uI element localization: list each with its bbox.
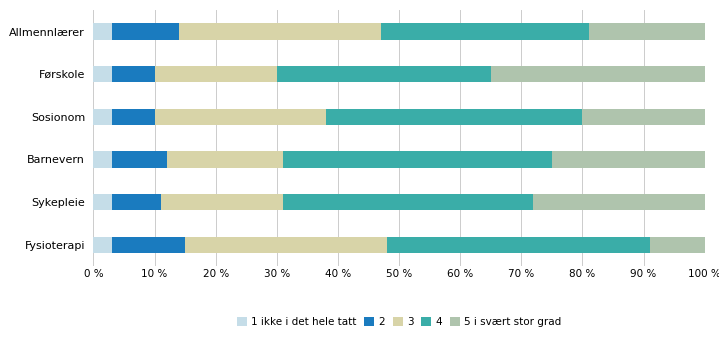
Bar [111,66,155,82]
Bar [533,194,705,210]
Bar [283,194,533,210]
Bar [155,66,277,82]
Bar [155,109,326,125]
Bar [277,66,490,82]
Bar [93,24,111,40]
Bar [185,237,387,253]
Bar [93,66,111,82]
Legend: 1 ikke i det hele tatt, 2, 3, 4, 5 i svært stor grad: 1 ikke i det hele tatt, 2, 3, 4, 5 i svæ… [237,317,562,327]
Bar [93,194,111,210]
Bar [381,24,589,40]
Bar [111,24,179,40]
Bar [93,151,111,167]
Bar [93,237,111,253]
Bar [490,66,705,82]
Bar [588,24,705,40]
Bar [552,151,705,167]
Bar [160,194,283,210]
Bar [111,109,155,125]
Bar [582,109,705,125]
Bar [111,151,167,167]
Bar [387,237,650,253]
Bar [111,194,160,210]
Bar [167,151,283,167]
Bar [326,109,582,125]
Bar [650,237,705,253]
Bar [93,109,111,125]
Bar [111,237,185,253]
Bar [283,151,552,167]
Bar [179,24,381,40]
